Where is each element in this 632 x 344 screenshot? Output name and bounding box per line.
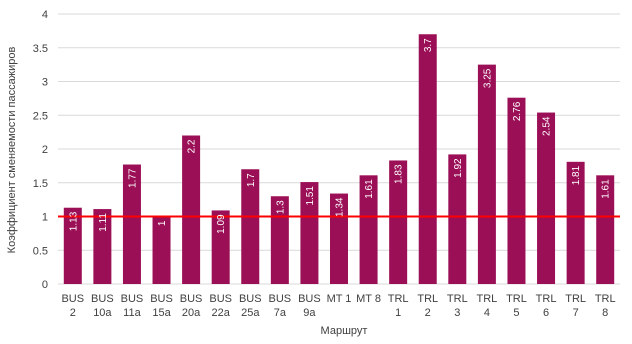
bar [270, 196, 289, 284]
x-tick-label: BUS [121, 293, 144, 305]
y-tick-label: 1 [42, 212, 48, 224]
x-tick-label: TRL [536, 293, 557, 305]
bar-value-label: 3.7 [423, 38, 434, 52]
x-tick-label: MT 8 [356, 293, 381, 305]
y-tick-label: 1.5 [33, 178, 48, 190]
bar-value-label: 1 [157, 220, 168, 226]
x-tick-label: BUS [209, 293, 232, 305]
bar [122, 164, 141, 284]
bar-value-label: 1.61 [364, 179, 375, 199]
x-tick-label: 1 [395, 307, 401, 319]
x-axis-title: Маршрут [321, 325, 368, 337]
x-tick-label: TRL [565, 293, 586, 305]
y-tick-label: 2 [42, 144, 48, 156]
bar-value-label: 1.81 [571, 165, 582, 185]
x-tick-label: 3 [454, 307, 460, 319]
y-tick-label: 3 [42, 77, 48, 89]
x-tick-label: TRL [477, 293, 498, 305]
x-tick-label: 9a [303, 307, 316, 319]
x-tick-label: MT 1 [327, 293, 352, 305]
x-tick-label: 22a [212, 307, 231, 319]
x-tick-label: 20a [182, 307, 201, 319]
x-tick-label: BUS [180, 293, 203, 305]
x-tick-label: 4 [484, 307, 490, 319]
x-tick-label: TRL [417, 293, 438, 305]
x-tick-label: 15a [152, 307, 171, 319]
bar-value-label: 2.76 [512, 101, 523, 121]
data-labels: 1.13 1.11 1.77 1 2.2 1.09 1.7 1.3 1.51 1.34 1.61 1.… [68, 38, 611, 234]
bar [93, 209, 112, 284]
x-tick-label: TRL [388, 293, 409, 305]
bar-value-label: 1.3 [275, 200, 286, 214]
bar-value-label: 1.13 [68, 211, 79, 231]
bar-value-label: 2.54 [542, 116, 553, 136]
x-tick-label: TRL [447, 293, 468, 305]
bar [300, 182, 319, 284]
x-tick-label: 6 [543, 307, 549, 319]
y-axis-ticks: 0 0.5 1 1.5 2 2.5 3 3.5 4 [33, 9, 48, 291]
bar [389, 160, 408, 284]
x-tick-label: BUS [239, 293, 262, 305]
x-tick-label: TRL [595, 293, 616, 305]
bar-value-label: 1.61 [601, 179, 612, 199]
x-tick-label: BUS [298, 293, 321, 305]
y-axis-title: Коэффициент сменяемости пассажиров [6, 47, 18, 254]
x-tick-label: 2 [425, 307, 431, 319]
bar-value-label: 1.51 [305, 186, 316, 206]
bar-value-label: 2.2 [187, 139, 198, 153]
bar-value-label: 3.25 [482, 68, 493, 88]
bar [152, 216, 171, 284]
bar [566, 161, 585, 284]
x-tick-label: 8 [602, 307, 608, 319]
y-tick-label: 4 [42, 9, 48, 21]
bar-value-label: 1.34 [335, 197, 346, 217]
bar [477, 64, 496, 284]
x-tick-label: BUS [269, 293, 292, 305]
y-tick-label: 2.5 [33, 110, 48, 122]
x-tick-label: BUS [91, 293, 114, 305]
bar [448, 154, 467, 284]
x-tick-label: 2 [70, 307, 76, 319]
y-tick-label: 3.5 [33, 43, 48, 55]
y-tick-label: 0.5 [33, 245, 48, 257]
x-tick-label: TRL [506, 293, 527, 305]
x-tick-label: 7a [274, 307, 287, 319]
x-tick-label: 25a [241, 307, 260, 319]
bar [211, 210, 230, 284]
x-tick-label: 11a [123, 307, 141, 319]
x-tick-label: BUS [150, 293, 173, 305]
x-tick-label: 5 [513, 307, 519, 319]
bar [537, 112, 556, 284]
bar [596, 175, 615, 284]
bar-value-label: 1.83 [394, 164, 405, 184]
bar-value-label: 1.77 [127, 168, 138, 188]
bar-value-label: 1.11 [98, 213, 109, 232]
bars [63, 34, 615, 284]
bar [359, 175, 378, 284]
x-axis-ticks: BUS 2 BUS 10a BUS 11a BUS 15a BUS 20a BUS 22a BUS 25a… [61, 293, 615, 319]
bar-value-label: 1.09 [216, 214, 227, 234]
y-tick-label: 0 [42, 279, 48, 291]
x-tick-label: BUS [61, 293, 84, 305]
bar [63, 207, 82, 284]
x-tick-label: 7 [573, 307, 579, 319]
bar [241, 169, 260, 284]
bar-value-label: 1.7 [246, 173, 257, 187]
bar [507, 97, 526, 284]
bar-value-label: 1.92 [453, 158, 464, 178]
x-tick-label: 10a [93, 307, 112, 319]
bar [418, 34, 437, 284]
bar [182, 135, 201, 284]
